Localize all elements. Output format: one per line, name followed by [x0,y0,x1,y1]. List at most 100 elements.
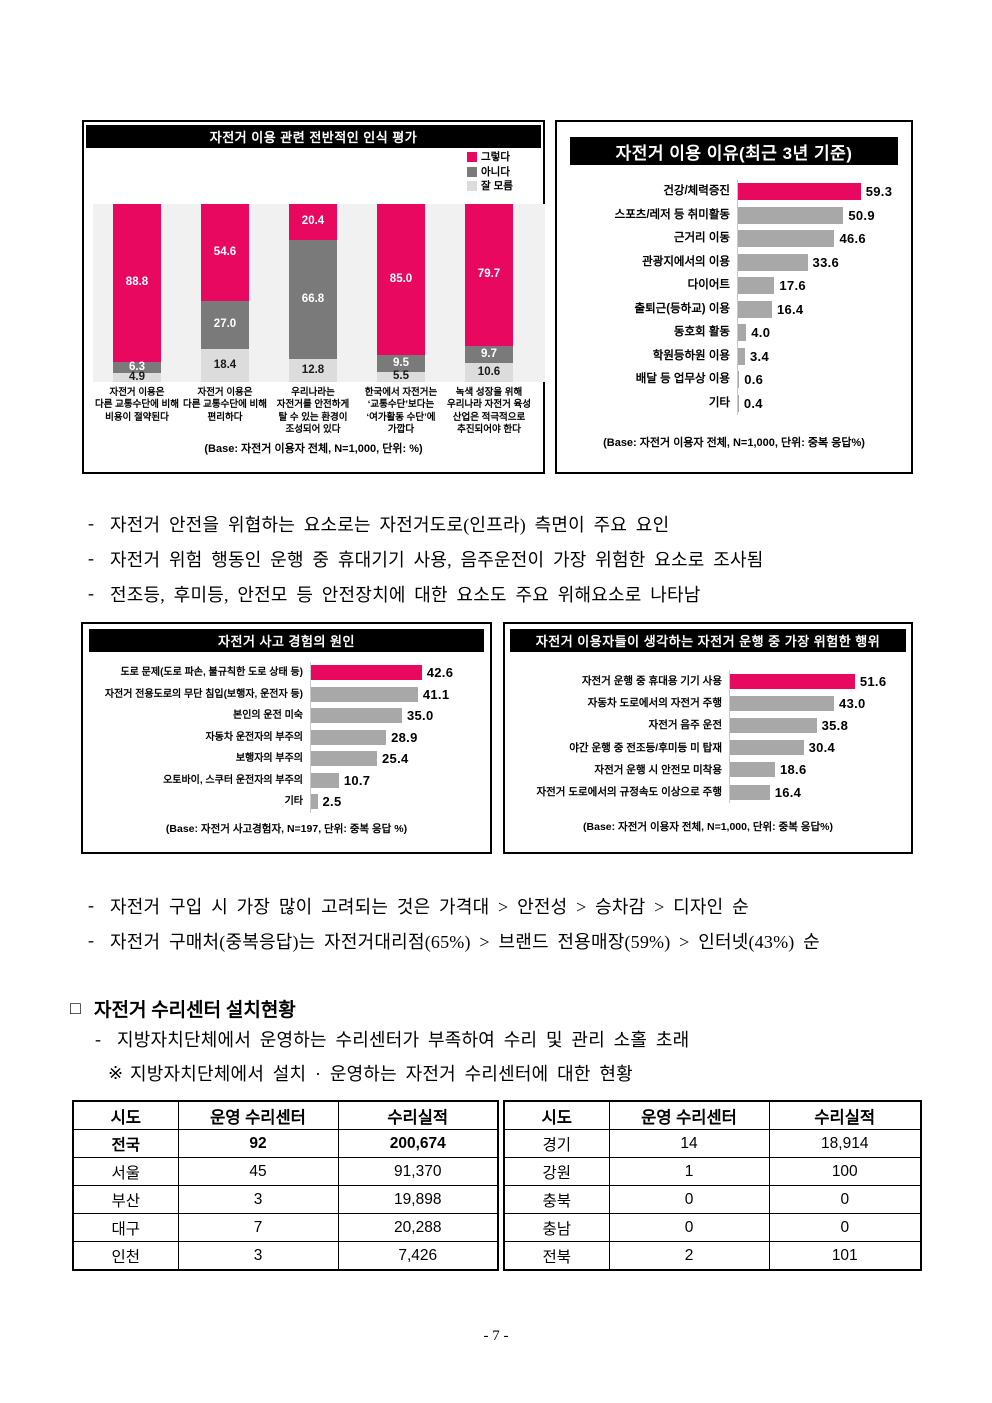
chart-bar [738,324,747,342]
chart-bar [311,686,418,702]
perception-plot-area: 88.8 6.3 4.9 54.6 27.0 18.4 20.4 66.8 12.8 85.0 9.… [93,204,545,382]
chart-bar-area: 16.4 [729,780,907,804]
accident-base-note: (Base: 자전거 사고경험자, N=197, 단위: 중복 응답 %) [165,823,408,835]
chart-bar-value: 43.0 [839,695,866,711]
table-row: 전국 92 200,674 [72,1129,499,1158]
chart-bar [311,772,339,788]
bullet-marker: - [88,513,95,533]
chart-bar [738,230,835,248]
chart-bar-value: 35.0 [407,708,434,724]
chart-bar [311,708,402,724]
legend-item: 아니다 [467,165,513,178]
bullet-text: 지방자치단체에서 설치 · 운영하는 자전거 수리센터에 대한 현황 [130,1064,633,1084]
bullet-marker: - [88,583,95,603]
chart-row: 도로 문제(도로 파손, 불규칙한 도로 상태 등) 42.6 [87,662,486,684]
chart-bar-value: 30.4 [808,740,836,756]
stacked-bar: 85.0 9.5 5.5 [377,204,425,382]
table-row: 부산 3 19,898 [72,1185,499,1214]
repair-center-bullets: - 지방자치단체에서 운영하는 수리센터가 부족하여 수리 및 관리 소홀 초래 ※… [95,1022,689,1090]
chart-row-label: 자전거 전용도로의 무단 침입(보행자, 운전자 등) [104,688,303,700]
table-cell: 인천 [72,1241,179,1271]
repair-center-table-left: 시도 운영 수리센터 수리실적 전국 92 200,674 서울 45 91,370 부산 3 19,… [72,1100,499,1271]
legend-label: 그렇다 [481,151,510,163]
table-header-cell: 시도 [503,1100,610,1130]
bullet-line: - 자전거 구입 시 가장 많이 고려되는 것은 가격대 > 안전성 > 승차감 … [88,888,820,923]
chart-row-label: 자동차 운전자의 부주의 [205,731,303,743]
segment-2: 5.5 [377,371,425,382]
chart-row-label: 도로 문제(도로 파손, 불규칙한 도로 상태 등) [120,667,303,678]
table-header-row: 시도 운영 수리센터 수리실적 [72,1100,499,1130]
chart-row-label: 자전거 운행 시 안전모 미착용 [594,763,722,776]
chart-row-label: 기타 [284,796,303,807]
table-cell: 92 [177,1129,339,1158]
table-cell: 1 [608,1157,770,1186]
chart-bar [738,253,808,271]
bullet-text: 전조등, 후미등, 안전모 등 안전장치에 대한 요소도 주요 위해요소로 나타… [110,584,701,605]
chart-bar-value: 0.4 [743,395,763,411]
legend-label: 아니다 [481,165,510,178]
chart-bar-area: 51.6 [729,670,907,693]
chart-bar-area: 10.7 [310,769,486,791]
reasons-base-note: (Base: 자전거 이용자 전체, N=1,000, 단위: 중복 응답%) [603,437,865,449]
table-row: 서울 45 91,370 [72,1157,499,1186]
chart-bar [738,277,775,295]
chart-row-label: 스포츠/레저 등 취미활동 [614,208,730,221]
table-cell: 14 [608,1129,770,1158]
chart-bar-area: 50.9 [737,203,905,227]
table-cell: 0 [768,1213,922,1242]
bullet-text: 자전거 위험 행동인 운행 중 휴대기기 사용, 음주운전이 가장 위험한 요소… [110,549,764,570]
chart-bar-area: 59.3 [737,180,905,204]
chart-row: 보행자의 부주의 25.4 [87,748,486,770]
stacked-bar: 88.8 6.3 4.9 [113,204,161,382]
table-cell: 부산 [72,1185,179,1214]
chart-bar [738,347,746,365]
table-cell: 대구 [72,1213,179,1242]
table-row: 강원 1 100 [503,1157,922,1186]
chart-bar [738,206,844,224]
segment-0: 85.0 [377,204,425,356]
table-cell: 3 [177,1185,339,1214]
chart-bar-area: 28.9 [310,726,486,748]
chart-row: 자동차 운전자의 부주의 28.9 [87,726,486,748]
table-cell: 101 [768,1241,922,1271]
chart-row-label: 동호회 활동 [673,326,730,339]
chart-bar-value: 35.8 [821,717,849,733]
table-cell: 강원 [503,1157,610,1186]
chart-bar-area: 4.0 [737,321,905,345]
chart-row: 출퇴근(등하교) 이용 16.4 [563,297,905,321]
table-cell: 3 [177,1241,339,1271]
legend-label: 잘 모름 [481,180,513,192]
chart-bar-area: 3.4 [737,344,905,368]
table-cell: 20,288 [337,1213,499,1242]
bullet-marker: - [95,1028,102,1049]
perception-chart: 자전거 이용 관련 전반적인 인식 평가 그렇다 아니다 잘 모름 88.8 6.3 4… [82,120,545,474]
chart-row-label: 본인의 운전 미숙 [233,710,303,721]
chart-row-label: 학원등하원 이용 [652,349,730,362]
table-cell: 7,426 [337,1241,499,1271]
chart-row: 자전거 운행 중 휴대용 기기 사용 51.6 [509,670,907,693]
chart-bar [738,300,772,318]
table-cell: 19,898 [337,1185,499,1214]
table-header-row: 시도 운영 수리센터 수리실적 [503,1100,922,1130]
table-header-cell: 수리실적 [337,1100,499,1130]
bullet-line: - 자전거 구매처(중복응답)는 자전거대리점(65%) > 브랜드 전용매장(5… [88,923,820,958]
table-header-cell: 운영 수리센터 [177,1100,339,1130]
chart-bar-value: 33.6 [812,254,840,270]
table-cell: 91,370 [337,1157,499,1186]
bullet-text: 지방자치단체에서 운영하는 수리센터가 부족하여 수리 및 관리 소홀 초래 [117,1030,690,1050]
chart-row-label: 자전거 음주 운전 [648,719,722,732]
chart-row-label: 자전거 운행 중 휴대용 기기 사용 [581,675,722,688]
category-label: 한국에서 자전거는 ‘교통수단’보다는 ‘여가활동 수단’에 가깝다 [364,387,438,436]
segment-0: 88.8 [113,204,161,363]
chart-row: 자전거 운행 시 안전모 미착용 18.6 [509,758,907,781]
chart-bar-value: 25.4 [382,751,409,767]
chart-bar-value: 41.1 [422,686,450,702]
perception-base-note: (Base: 자전거 이용자 전체, N=1,000, 단위: %) [204,443,423,455]
chart-bar-area: 30.4 [729,736,907,759]
table-cell: 0 [608,1185,770,1214]
chart-bar-value: 17.6 [779,278,806,294]
chart-bar [738,371,740,389]
table-header-cell: 수리실적 [768,1100,922,1130]
reasons-chart-rows: 건강/체력증진 59.3 스포츠/레저 등 취미활동 50.9 근거리 이동 46.6 관광… [563,180,905,415]
chart-bar-area: 17.6 [737,274,905,298]
